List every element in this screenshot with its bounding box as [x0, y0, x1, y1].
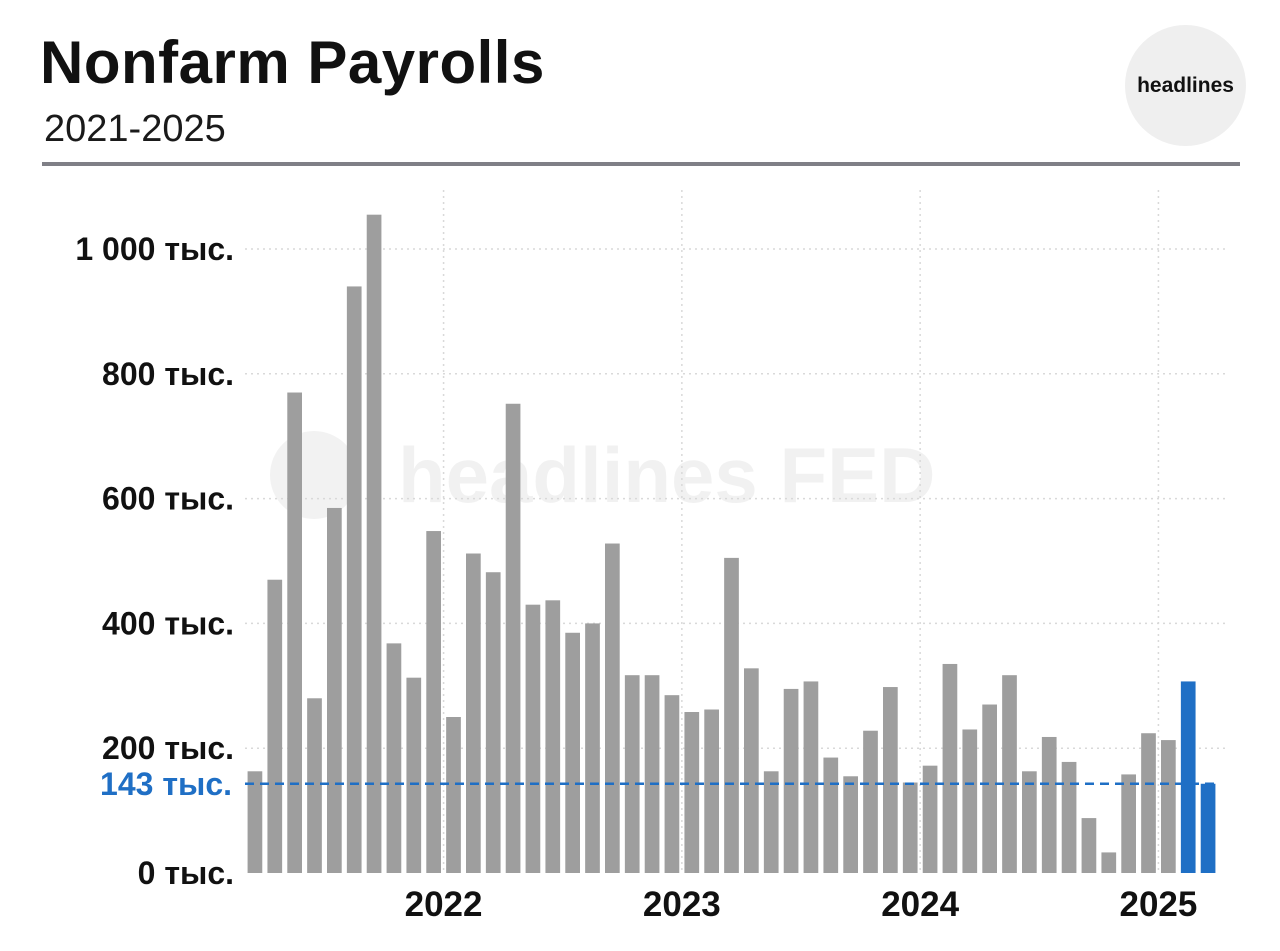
bar-47 — [1180, 681, 1196, 873]
x-tick-label-2022: 2022 — [405, 885, 483, 924]
x-tick-label-2023: 2023 — [643, 885, 721, 924]
bar-13 — [505, 403, 521, 873]
bar-0 — [247, 771, 263, 873]
bar-33 — [902, 782, 918, 873]
bar-14 — [525, 604, 541, 873]
bar-45 — [1141, 733, 1156, 873]
y-tick-label-400: 400 тыс. — [102, 605, 234, 641]
bar-11 — [466, 553, 481, 873]
bar-43 — [1101, 852, 1117, 873]
bar-3 — [307, 698, 322, 873]
x-tick-label-2025: 2025 — [1119, 885, 1197, 924]
bar-35 — [942, 663, 958, 873]
bar-19 — [624, 675, 640, 873]
bar-5 — [346, 286, 362, 873]
bar-10 — [446, 717, 461, 873]
bar-31 — [863, 730, 878, 873]
bar-16 — [565, 632, 580, 873]
bar-38 — [1002, 675, 1017, 873]
bar-32 — [883, 687, 898, 873]
reference-line-label: 143 тыс. — [100, 766, 232, 802]
bar-15 — [545, 600, 561, 873]
y-tick-label-0: 0 тыс. — [138, 855, 234, 891]
bar-6 — [366, 214, 382, 873]
chart-subtitle: 2021-2025 — [44, 108, 226, 150]
bar-42 — [1081, 818, 1097, 873]
bar-44 — [1121, 774, 1136, 873]
bar-46 — [1161, 740, 1176, 873]
bar-30 — [843, 776, 858, 873]
bar-17 — [585, 623, 600, 873]
bar-37 — [982, 704, 997, 873]
bar-48 — [1200, 783, 1216, 873]
bar-26 — [763, 771, 779, 873]
y-tick-label-800: 800 тыс. — [102, 356, 234, 392]
bar-2 — [287, 392, 302, 873]
y-tick-label-1000: 1 000 тыс. — [75, 231, 234, 267]
bar-34 — [922, 765, 938, 873]
headlines-logo: headlines — [1125, 25, 1246, 146]
chart-title: Nonfarm Payrolls — [40, 29, 545, 96]
bar-22 — [684, 712, 700, 873]
header-divider — [42, 162, 1240, 166]
y-tick-label-200: 200 тыс. — [102, 730, 234, 766]
bar-40 — [1041, 736, 1057, 873]
bar-24 — [724, 557, 739, 873]
bar-41 — [1061, 761, 1077, 873]
bar-1 — [267, 579, 283, 873]
bar-23 — [704, 709, 719, 873]
bar-39 — [1022, 771, 1037, 873]
bar-27 — [783, 688, 799, 873]
bar-36 — [962, 729, 978, 873]
logo-text: headlines — [1137, 73, 1234, 97]
bar-9 — [426, 531, 441, 873]
bar-28 — [803, 681, 819, 873]
bar-7 — [386, 643, 402, 873]
bar-8 — [406, 677, 422, 873]
bar-25 — [744, 668, 759, 873]
bar-4 — [327, 507, 342, 873]
y-tick-label-600: 600 тыс. — [102, 481, 234, 517]
bar-12 — [485, 572, 501, 873]
x-tick-label-2024: 2024 — [881, 885, 959, 924]
bar-18 — [605, 543, 620, 873]
bar-20 — [644, 675, 660, 873]
bar-29 — [823, 757, 839, 873]
